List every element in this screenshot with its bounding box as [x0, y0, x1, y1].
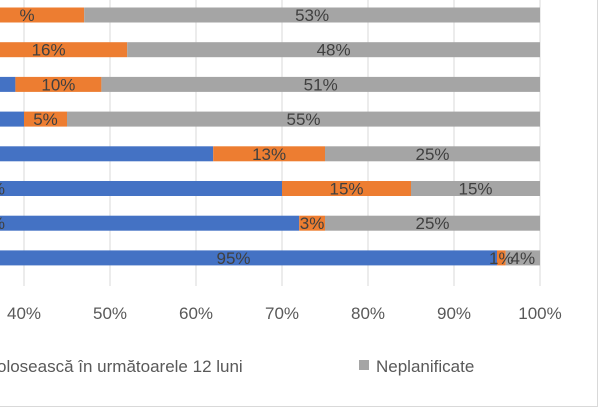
x-axis-tick-label: 60%	[179, 304, 213, 323]
bar-data-label: 16%	[32, 41, 66, 60]
bar-segment	[84, 7, 540, 23]
bar-segment	[325, 215, 540, 231]
bar-data-label: 25%	[415, 145, 449, 164]
bar-segment	[0, 76, 16, 92]
bar-data-label: 15%	[329, 180, 363, 199]
bars	[0, 7, 541, 266]
bar-segment	[0, 42, 128, 58]
bar-segment	[0, 215, 300, 231]
bar-segment	[101, 76, 541, 92]
bar-data-label: 95%	[216, 249, 250, 268]
bar-segment	[67, 111, 540, 127]
bar-segment	[15, 76, 102, 92]
bar-segment	[299, 215, 325, 231]
bar-data-label: 10%	[41, 75, 75, 94]
x-axis-tick-label: 100%	[518, 304, 561, 323]
bar-segment	[0, 7, 85, 23]
bar-segment	[0, 146, 214, 162]
bar-segment	[127, 42, 540, 58]
bar-data-label: 48%	[317, 41, 351, 60]
bar-segment	[282, 181, 411, 196]
x-axis-tick-label: 40%	[7, 304, 41, 323]
bar-segment	[497, 250, 506, 266]
bar-segment	[0, 111, 24, 127]
bar-data-label: 15%	[458, 180, 492, 199]
bar-data-label: 53%	[295, 6, 329, 25]
bar-segment	[24, 111, 67, 127]
bar-data-label: 3%	[300, 214, 325, 233]
legend-label-series-2: olosească în următoarele 12 luni	[0, 357, 243, 376]
bar-data-label: 1%	[489, 249, 514, 268]
bar-segment	[505, 250, 540, 266]
x-axis-tick-label: 50%	[93, 304, 127, 323]
bar-data-label: %	[20, 6, 35, 25]
data-labels: % 53% 16% 48% 10% 51% 5% 55%13% 25%% 15% 15%% 3% 25%…	[0, 6, 535, 268]
bar-segment	[213, 146, 325, 162]
x-axis-tick-label: 80%	[351, 304, 385, 323]
x-axis-tick-labels: 40% 50% 60% 70% 80% 90% 100%	[7, 304, 562, 323]
bar-data-label: %	[0, 214, 5, 233]
legend: olosească în următoarele 12 luni Neplanif…	[0, 357, 474, 376]
bar-segment	[325, 146, 540, 162]
bar-data-label: 4%	[511, 249, 536, 268]
bar-segment	[0, 250, 497, 266]
bar-data-label: 13%	[252, 145, 286, 164]
bar-data-label: 5%	[33, 110, 58, 129]
bar-data-label: 25%	[415, 214, 449, 233]
bar-data-label: 55%	[286, 110, 320, 129]
legend-swatch-series-3	[359, 360, 369, 370]
x-axis-tick-label: 90%	[437, 304, 471, 323]
bar-data-label: %	[0, 180, 5, 199]
bar-data-label: 51%	[304, 75, 338, 94]
x-axis-tick-label: 70%	[265, 304, 299, 323]
legend-label-series-3: Neplanificate	[376, 357, 474, 376]
bar-segment	[0, 181, 282, 196]
bar-segment	[411, 181, 540, 196]
